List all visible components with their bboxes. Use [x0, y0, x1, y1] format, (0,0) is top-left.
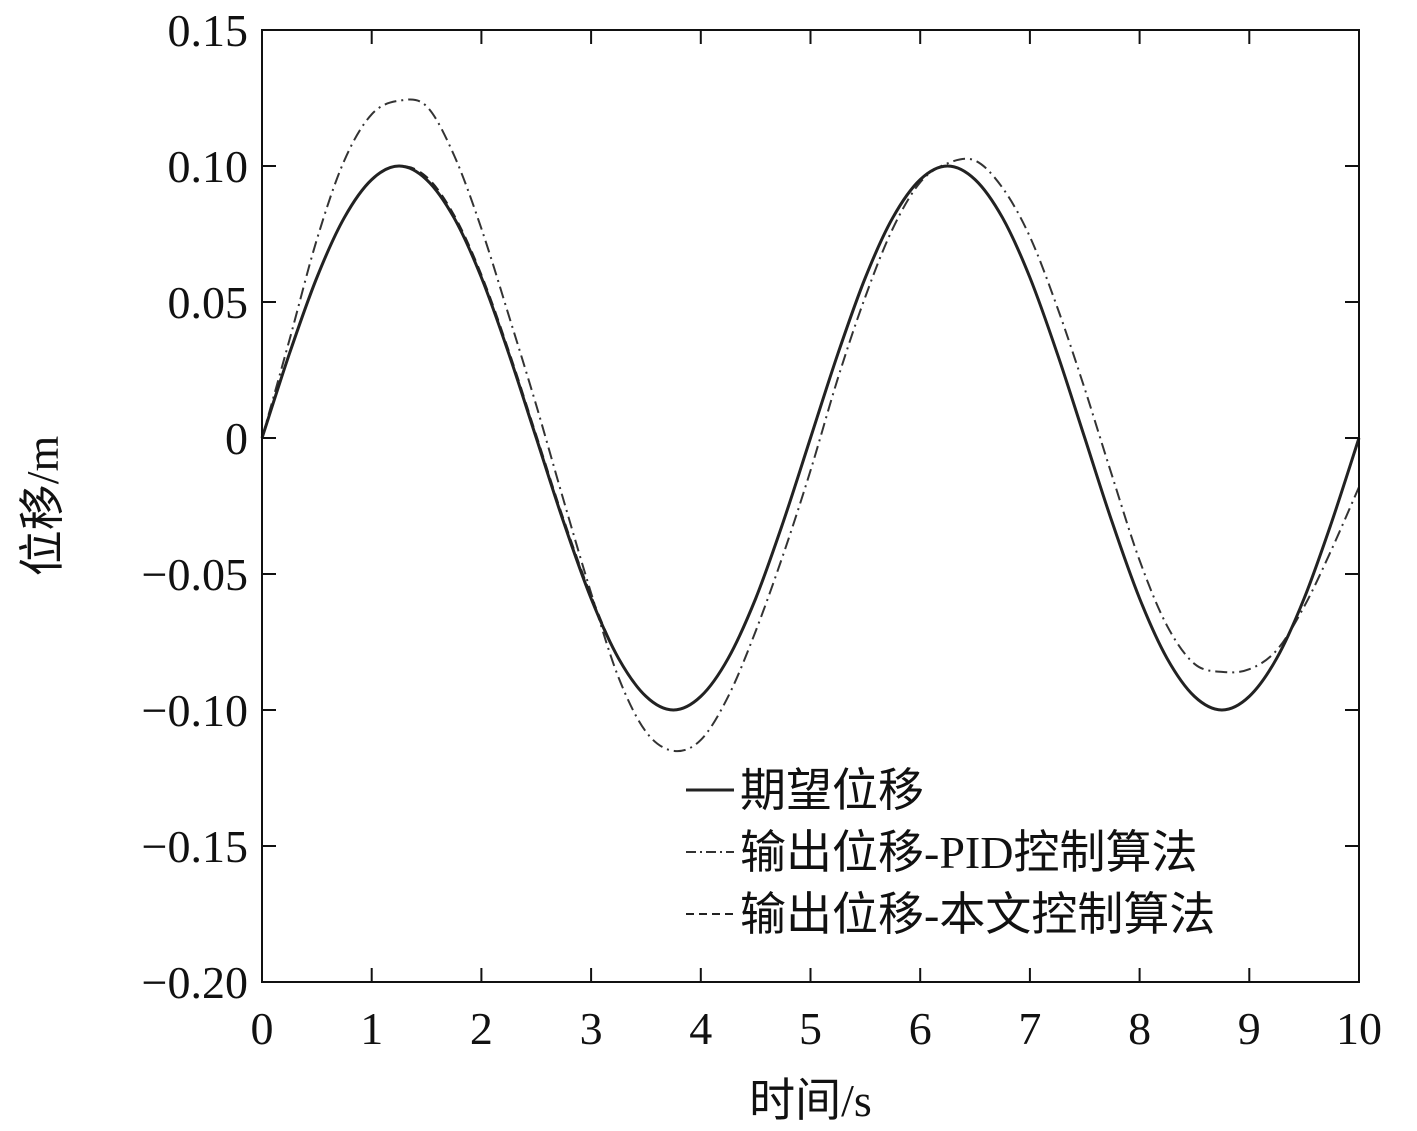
- y-axis-ticks: 0.15 0.10 0.05 0 −0.05 −0.10 −0.15 −0.20: [142, 5, 1359, 1008]
- plot-series: [260, 98, 1361, 753]
- y-tick-label: −0.15: [142, 821, 248, 872]
- y-tick-label: 0.15: [168, 5, 249, 56]
- x-tick-label: 7: [1018, 1003, 1041, 1054]
- series-line-2: [261, 98, 1360, 753]
- y-tick-label: −0.20: [142, 957, 248, 1008]
- x-tick-label: 5: [799, 1003, 822, 1054]
- y-axis-title: 位移/m: [17, 436, 68, 577]
- series-line-1: [260, 164, 1361, 712]
- x-tick-label: 6: [909, 1003, 932, 1054]
- legend-label-3: 输出位移-本文控制算法: [740, 889, 1215, 940]
- x-axis-title: 时间/s: [749, 1075, 872, 1126]
- x-tick-label: 4: [689, 1003, 712, 1054]
- x-tick-label: 10: [1336, 1003, 1382, 1054]
- x-tick-label: 8: [1128, 1003, 1151, 1054]
- x-tick-label: 1: [360, 1003, 383, 1054]
- x-tick-label: 9: [1238, 1003, 1261, 1054]
- x-tick-label: 0: [251, 1003, 274, 1054]
- y-tick-label: −0.05: [142, 549, 248, 600]
- legend-label-2: 输出位移-PID控制算法: [740, 827, 1197, 878]
- legend-label-1: 期望位移: [740, 765, 924, 816]
- y-tick-label: −0.10: [142, 685, 248, 736]
- x-tick-label: 2: [470, 1003, 493, 1054]
- y-tick-label: 0: [225, 413, 248, 464]
- x-axis-ticks: 0 1 2 3 4 5 6 7 8 9 10: [251, 30, 1382, 1054]
- x-tick-label: 3: [580, 1003, 603, 1054]
- y-tick-label: 0.10: [168, 141, 249, 192]
- y-tick-label: 0.05: [168, 277, 249, 328]
